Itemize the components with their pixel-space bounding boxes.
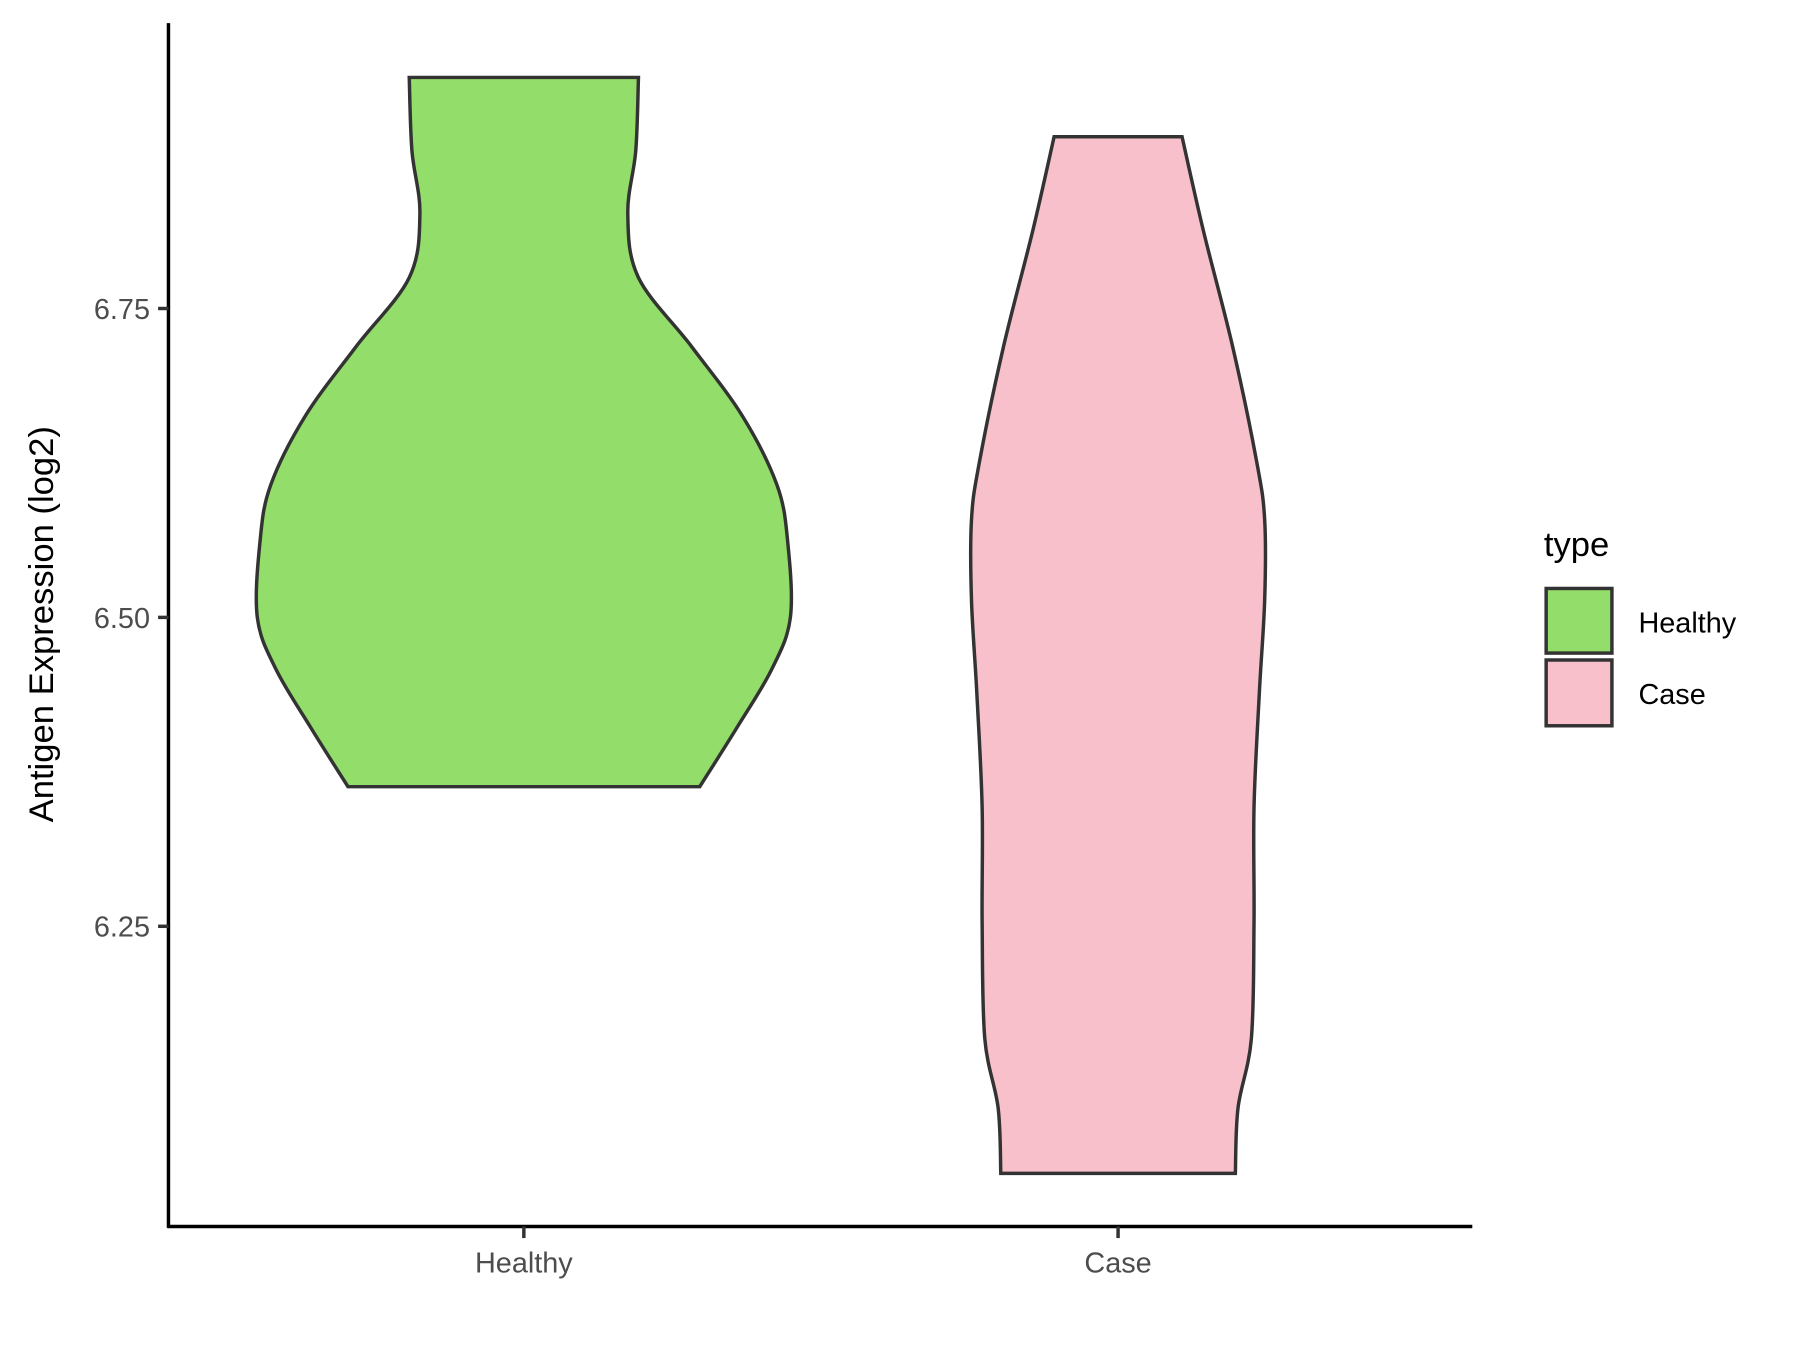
x-ticks: Healthy Case — [475, 1226, 1152, 1280]
y-ticks: 6.25 6.50 6.75 — [94, 294, 169, 944]
violin-case — [968, 135, 1268, 1176]
x-tick-label: Case — [1084, 1248, 1151, 1280]
legend-title: type — [1544, 526, 1609, 564]
y-tick-label: 6.25 — [94, 912, 150, 944]
y-tick-label: 6.75 — [94, 294, 150, 326]
legend-key-case — [1544, 658, 1614, 728]
legend: type Healthy Case — [1544, 526, 1737, 728]
x-tick-label: Healthy — [475, 1248, 573, 1280]
legend-key-healthy — [1544, 586, 1614, 655]
violin-healthy — [254, 75, 794, 789]
violins — [254, 75, 1268, 1176]
y-tick-label: 6.50 — [94, 603, 150, 635]
y-axis-title: Antigen Expression (log2) — [23, 426, 61, 822]
legend-label-case: Case — [1638, 679, 1705, 711]
legend-label-healthy: Healthy — [1638, 607, 1736, 639]
